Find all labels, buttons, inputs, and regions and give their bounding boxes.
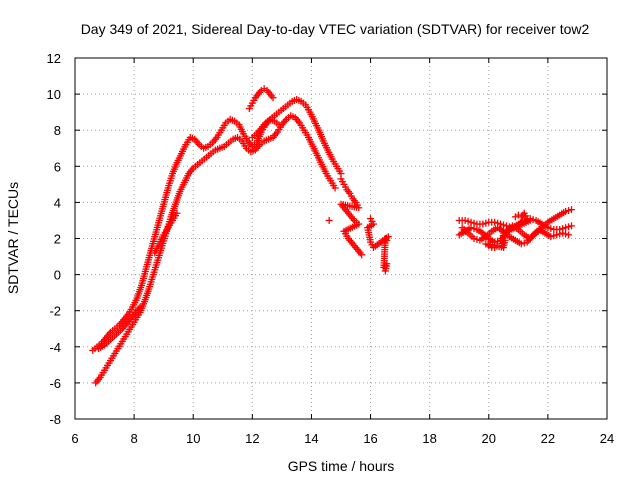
data-point (568, 206, 576, 214)
x-tick-label: 14 (304, 431, 318, 446)
data-point (491, 244, 499, 252)
axis-ticks (74, 57, 608, 420)
x-tick-label: 22 (541, 431, 555, 446)
data-point (381, 267, 389, 275)
y-tick-label: 0 (54, 268, 61, 283)
x-tick-label: 8 (130, 431, 137, 446)
y-axis-label: SDTVAR / TECUs (5, 182, 21, 294)
x-tick-label: 6 (71, 431, 78, 446)
x-tick-label: 12 (245, 431, 259, 446)
y-tick-label: -2 (49, 304, 61, 319)
y-tick-label: -6 (49, 376, 61, 391)
y-tick-label: 10 (47, 87, 61, 102)
y-tick-labels: -8 -6 -4 -2 0 2 4 6 8 10 12 (47, 51, 61, 427)
y-tick-label: 2 (54, 232, 61, 247)
y-tick-label: 8 (54, 123, 61, 138)
data-point (269, 94, 277, 102)
data-point (173, 209, 181, 217)
data-point (568, 222, 576, 230)
y-tick-label: 12 (47, 51, 61, 66)
x-tick-label: 10 (186, 431, 200, 446)
x-tick-label: 20 (482, 431, 496, 446)
data-point (136, 303, 144, 311)
data-point (275, 121, 283, 129)
data-points (89, 85, 576, 387)
x-tick-labels: 6 8 10 12 14 16 18 20 22 24 (71, 431, 614, 446)
y-tick-label: 6 (54, 159, 61, 174)
x-axis-label: GPS time / hours (288, 458, 395, 474)
data-point (565, 231, 573, 239)
y-tick-label: 4 (54, 195, 61, 210)
chart-title: Day 349 of 2021, Sidereal Day-to-day VTE… (81, 21, 590, 37)
data-point (358, 251, 366, 259)
data-point (331, 184, 339, 192)
y-tick-label: -8 (49, 412, 61, 427)
y-tick-label: -4 (49, 340, 61, 355)
data-point (325, 216, 333, 224)
x-tick-label: 16 (363, 431, 377, 446)
x-tick-label: 18 (422, 431, 436, 446)
x-tick-label: 24 (600, 431, 614, 446)
